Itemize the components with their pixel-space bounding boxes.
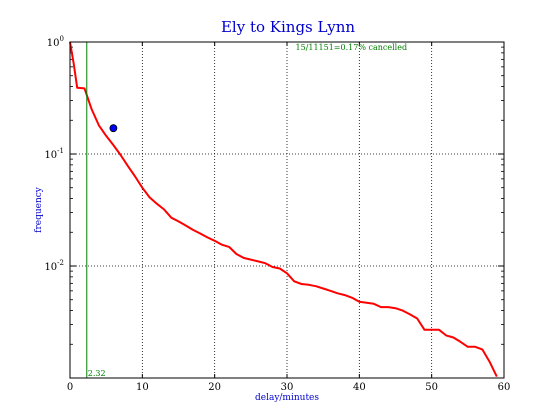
y-tick-exponent: -2: [57, 259, 64, 267]
x-tick-label: 20: [208, 382, 221, 393]
x-tick-label: 10: [136, 382, 149, 393]
y-tick-exponent: -1: [57, 147, 64, 155]
y-tick-label: 10-1: [44, 147, 64, 161]
x-tick-label: 30: [281, 382, 294, 393]
x-axis-label: delay/minutes: [255, 393, 319, 403]
cancelled-annotation: 15/11151=0.17% cancelled: [295, 43, 407, 52]
y-tick-base: 10: [44, 150, 57, 161]
y-tick-base: 10: [44, 262, 57, 273]
x-tick-label: 40: [353, 382, 366, 393]
y-tick-exponent: 0: [60, 35, 64, 43]
annotations: 2.32 15/11151=0.17% cancelled: [86, 42, 407, 378]
series-group: [69, 41, 498, 378]
chart-title: Ely to Kings Lynn: [221, 18, 355, 36]
x-tick-label: 60: [498, 382, 511, 393]
y-tick-base: 10: [47, 38, 60, 49]
data-point-marker: [109, 124, 118, 133]
series-line: [69, 41, 498, 378]
reference-vline-label: 2.32: [88, 369, 106, 378]
plot-frame: [69, 41, 505, 379]
y-axis-label: frequency: [34, 186, 44, 233]
x-tick-label: 50: [425, 382, 438, 393]
y-tick-label: 100: [47, 35, 64, 49]
x-tick-label: 0: [67, 382, 73, 393]
y-tick-label: 10-2: [44, 259, 64, 273]
grid: [70, 42, 504, 378]
